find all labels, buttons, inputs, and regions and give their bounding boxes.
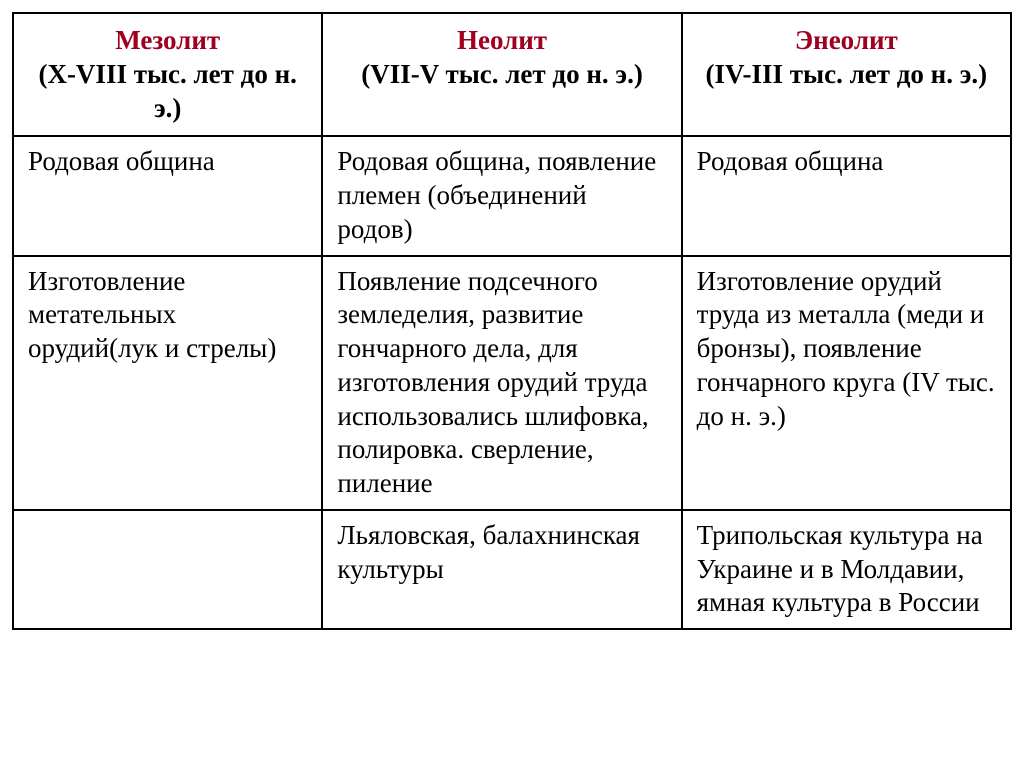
cell-culture-neolithic: Льяловская, балахнинская культуры [322,510,681,629]
cell-community-eneolithic: Родовая община [682,136,1011,255]
header-title: Неолит [337,24,666,58]
header-neolithic: Неолит (VII-V тыс. лет до н. э.) [322,13,681,136]
header-title: Мезолит [28,24,307,58]
cell-culture-mesolithic [13,510,322,629]
periods-table: Мезолит (X-VIII тыс. лет до н. э.) Неоли… [12,12,1012,630]
header-row: Мезолит (X-VIII тыс. лет до н. э.) Неоли… [13,13,1011,136]
header-subtitle: (VII-V тыс. лет до н. э.) [337,58,666,92]
cell-community-mesolithic: Родовая община [13,136,322,255]
cell-tools-mesolithic: Изготовление метательных орудий(лук и ст… [13,256,322,510]
header-mesolithic: Мезолит (X-VIII тыс. лет до н. э.) [13,13,322,136]
header-subtitle: (X-VIII тыс. лет до н. э.) [28,58,307,126]
cell-culture-eneolithic: Трипольская культура на Украине и в Молд… [682,510,1011,629]
header-subtitle: (IV-III тыс. лет до н. э.) [697,58,996,92]
cell-community-neolithic: Родовая община, появление племен (объеди… [322,136,681,255]
cell-tools-neolithic: Появление подсечного земледелия, развити… [322,256,681,510]
header-title: Энеолит [697,24,996,58]
table-row: Родовая община Родовая община, появление… [13,136,1011,255]
cell-tools-eneolithic: Изготовление орудий труда из металла (ме… [682,256,1011,510]
table-row: Льяловская, балахнинская культуры Трипол… [13,510,1011,629]
header-eneolithic: Энеолит (IV-III тыс. лет до н. э.) [682,13,1011,136]
table-row: Изготовление метательных орудий(лук и ст… [13,256,1011,510]
